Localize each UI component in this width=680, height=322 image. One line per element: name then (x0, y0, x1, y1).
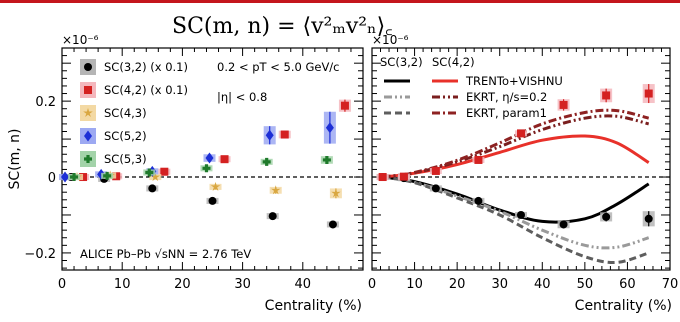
right-series-1-point (559, 100, 568, 109)
left-xtick-label: 10 (114, 277, 131, 292)
right-xlabel: Centrality (%) (575, 298, 672, 314)
right-xtick-label: 60 (619, 277, 636, 292)
left-annotation-alice: ALICE Pb–Pb √sNN = 2.76 TeV (80, 247, 251, 261)
right-series-0-point (644, 214, 653, 223)
formula: SC(m, n) = ⟨v²ₘv²ₙ⟩꜀ (172, 14, 393, 39)
left-series-2-point (271, 185, 281, 195)
left-ylabel: SC(m, n) (7, 129, 23, 190)
right-series-1-point (378, 173, 387, 182)
right-series-1-point (602, 91, 611, 100)
left-series-2-point (331, 188, 341, 198)
left-legend-label-2: SC(4,3) (104, 106, 147, 120)
right-series-0-point (559, 220, 568, 229)
left-marks (59, 99, 351, 229)
left-annotation-pt: 0.2 < pT < 5.0 GeV/c (217, 60, 340, 74)
left-series-3-point (265, 129, 274, 141)
right-series-1-point (517, 129, 525, 138)
left-series-1-point (79, 173, 88, 182)
left-series-1-point (280, 130, 289, 139)
right-model-curve-1 (382, 134, 650, 179)
left-ytick-label: 0 (48, 171, 56, 186)
left-xtick-label: 40 (295, 277, 312, 292)
right-xtick-label: 40 (534, 277, 551, 292)
left-legend-marker-2 (83, 108, 93, 117)
right-model-curve-5 (382, 108, 650, 179)
right-legend-label-1: EKRT, η/s=0.2 (466, 90, 547, 104)
right-legend-header-sc42: SC(4,2) (432, 55, 475, 69)
left-xtick-label: 30 (234, 277, 251, 292)
left-ytick-label: −0.2 (24, 247, 56, 262)
left-legend-marker-1 (84, 86, 92, 94)
left-series-1-point (220, 155, 229, 164)
right-series-1-point (399, 172, 408, 181)
right-xtick-label: 10 (406, 277, 423, 292)
left-series-1-point (340, 101, 349, 110)
left-series-0-point (328, 220, 337, 229)
left-panel: ×10⁻⁶ SC(m, n) Centrality (%) 0 10 20 30 40 −… (7, 33, 364, 314)
right-panel: ×10⁻⁶ Centrality (%) 0 10 20 30 40 50 60 70 SC(… (368, 33, 678, 314)
left-legend-marker-4 (84, 155, 92, 163)
left-series-3-point (61, 171, 70, 183)
right-legend: SC(3,2) SC(4,2) TRENTo+VISHNU EKRT, η/s=0.2… (380, 55, 563, 120)
left-multiplier: ×10⁻⁶ (62, 33, 99, 47)
right-series-0-point (602, 212, 611, 221)
left-ticks: 0 10 20 30 40−0.200.2 (24, 47, 364, 292)
right-marks (376, 84, 655, 229)
right-series-0-point (517, 210, 525, 219)
left-series-1-point (160, 167, 169, 176)
left-series-4-point (202, 164, 211, 173)
left-series-3-point (325, 122, 334, 134)
right-legend-header-sc32: SC(3,2) (380, 55, 423, 69)
left-xlabel: Centrality (%) (265, 298, 362, 314)
right-plot-frame (371, 47, 671, 271)
right-xtick-label: 20 (449, 277, 466, 292)
left-legend-label-4: SC(5,3) (104, 152, 147, 166)
right-model-curve-2 (382, 175, 650, 250)
right-xtick-label: 0 (368, 277, 376, 292)
right-series-1-point (644, 89, 653, 98)
left-series-4-point (70, 173, 79, 182)
left-series-2-point (210, 181, 221, 191)
left-legend-label-3: SC(5,2) (104, 129, 147, 143)
left-series-0-point (268, 212, 277, 221)
right-ticks: 0 10 20 30 40 50 60 70 (368, 47, 679, 292)
top-accent-bar (0, 0, 680, 3)
right-legend-label-0: TRENTo+VISHNU (465, 74, 563, 88)
left-series-2-point (150, 172, 161, 182)
left-xtick-label: 0 (58, 277, 66, 292)
right-xtick-label: 50 (577, 277, 594, 292)
right-series-1-point (474, 155, 483, 164)
right-legend-label-2: EKRT, param1 (466, 106, 547, 120)
left-annotation-eta: |η| < 0.8 (217, 90, 267, 104)
left-series-0-point (208, 196, 217, 205)
left-series-4-point (145, 168, 154, 177)
right-xtick-label: 30 (491, 277, 508, 292)
left-legend: SC(3,2) (x 0.1) SC(4,2) (x 0.1) SC(4,3) SC(… (80, 59, 188, 167)
right-model-curve-3 (382, 175, 650, 264)
left-ytick-label: 0.2 (35, 95, 56, 110)
left-series-4-point (322, 155, 331, 164)
right-xtick-label: 70 (662, 277, 679, 292)
right-series-1-point (431, 166, 440, 175)
left-xtick-label: 20 (174, 277, 191, 292)
left-legend-label-1: SC(4,2) (x 0.1) (104, 83, 188, 97)
left-series-4-point (262, 157, 271, 166)
left-legend-label-0: SC(3,2) (x 0.1) (104, 60, 188, 74)
left-series-4-point (103, 171, 112, 180)
left-plot-frame (61, 47, 364, 271)
left-legend-marker-3 (84, 130, 92, 142)
left-series-0-point (148, 184, 157, 193)
left-series-3-point (205, 152, 214, 164)
right-series-0-point (431, 184, 440, 193)
left-legend-marker-0 (84, 63, 92, 71)
right-multiplier: ×10⁻⁶ (372, 33, 409, 47)
right-series-0-point (474, 196, 483, 205)
left-series-1-point (112, 172, 121, 181)
